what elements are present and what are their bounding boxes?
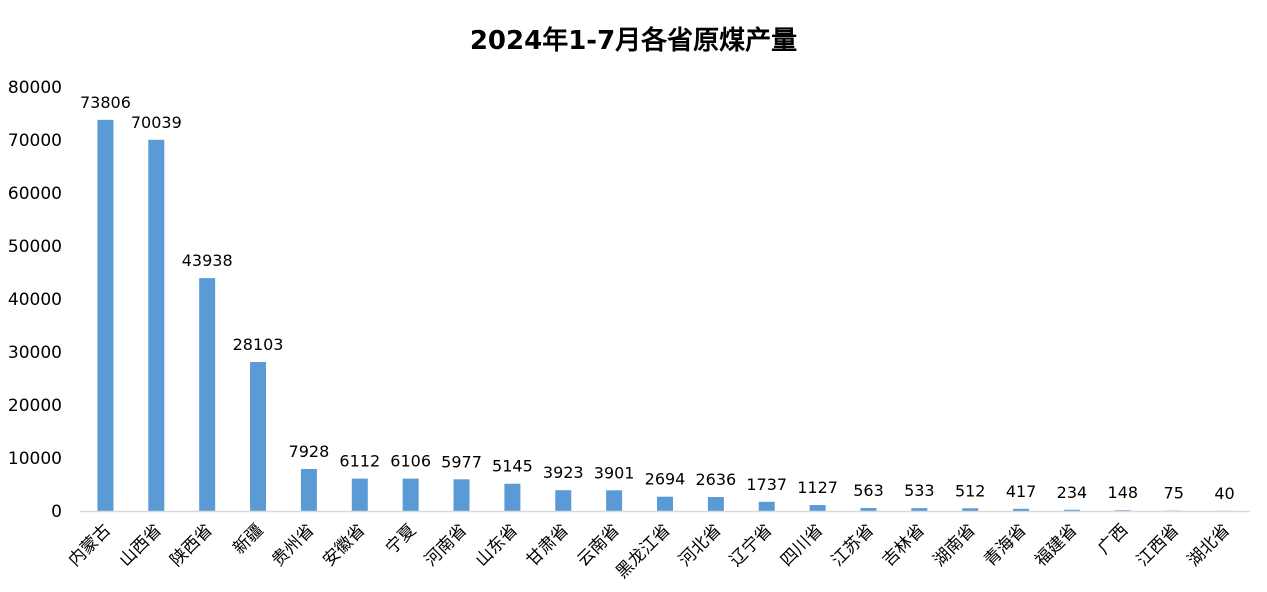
data-label: 533 [904,481,935,500]
data-label: 417 [1006,482,1037,501]
bar [707,497,724,511]
bar [300,468,317,511]
bar [657,496,673,511]
x-tick-label: 安徽省 [319,520,369,570]
data-label: 2694 [645,470,686,489]
data-label: 3901 [594,463,635,482]
data-label: 234 [1057,483,1088,502]
bar [1013,508,1030,511]
y-tick-label: 30000 [8,343,62,363]
x-tick-label: 吉林省 [879,520,929,570]
bar [1063,509,1080,511]
bar [962,508,979,511]
data-label: 75 [1164,484,1184,503]
x-tick-label: 甘肃省 [523,520,573,570]
x-tick-label: 宁夏 [382,520,420,558]
x-tick-label: 辽宁省 [726,520,776,570]
y-tick-label: 50000 [8,237,62,257]
bar [860,508,877,511]
data-label: 6112 [339,452,380,471]
bar [148,139,165,511]
bar [911,508,928,511]
x-tick-label: 四川省 [777,520,827,570]
y-tick-label: 10000 [8,449,62,469]
x-tick-label: 江苏省 [828,520,878,570]
x-tick-label: 内蒙古 [65,520,115,570]
data-label: 70039 [131,113,182,132]
data-label: 2636 [696,470,737,489]
data-label: 1127 [797,478,838,497]
bar [453,479,470,511]
data-label: 1737 [746,475,787,494]
data-label: 5977 [441,452,482,471]
x-tick-label: 广西 [1094,520,1132,558]
x-tick-label: 青海省 [980,520,1030,570]
x-tick-label: 云南省 [573,520,623,570]
bar [758,501,775,511]
x-tick-label: 黑龙江省 [612,520,674,582]
chart-title: 2024年1-7月各省原煤产量 [469,26,798,56]
data-label: 5145 [492,457,533,476]
x-tick-label: 贵州省 [268,520,318,570]
x-tick-label: 新疆 [229,520,267,558]
x-tick-label: 湖北省 [1184,520,1234,570]
y-tick-label: 40000 [8,290,62,310]
x-tick-label: 陕西省 [167,520,217,570]
data-label: 40 [1214,484,1234,503]
bar [606,490,623,511]
data-label: 512 [955,481,986,500]
x-tick-label: 福建省 [1031,520,1081,570]
y-axis: 0 10000 20000 30000 40000 50000 60000 70000 8000… [8,78,62,522]
data-label: 7928 [289,442,330,461]
y-tick-label: 70000 [8,131,62,151]
bar [97,119,114,512]
y-tick-label: 0 [51,502,62,522]
x-tick-label: 河北省 [675,520,725,570]
x-tick-label: 湖南省 [930,520,980,570]
data-label: 73806 [80,93,131,112]
x-tick-label: 山西省 [116,520,166,570]
bar [1114,510,1131,511]
data-label: 148 [1108,483,1139,502]
data-label: 3923 [543,463,584,482]
x-tick-label: 江西省 [1133,520,1183,570]
y-tick-label: 20000 [8,396,62,416]
bar [555,490,572,511]
y-tick-label: 80000 [8,78,62,98]
bar [351,478,368,511]
data-label: 43938 [182,251,233,270]
bar [250,362,267,511]
x-tick-label: 山东省 [472,520,522,570]
bar [402,478,419,511]
x-tick-label: 河南省 [421,520,471,570]
bar [809,505,826,511]
y-tick-label: 60000 [8,184,62,204]
bar [199,278,216,511]
data-label: 6106 [390,452,431,471]
data-label: 28103 [233,335,284,354]
bar [504,483,521,511]
bars [97,119,1233,512]
data-label: 563 [853,481,884,500]
